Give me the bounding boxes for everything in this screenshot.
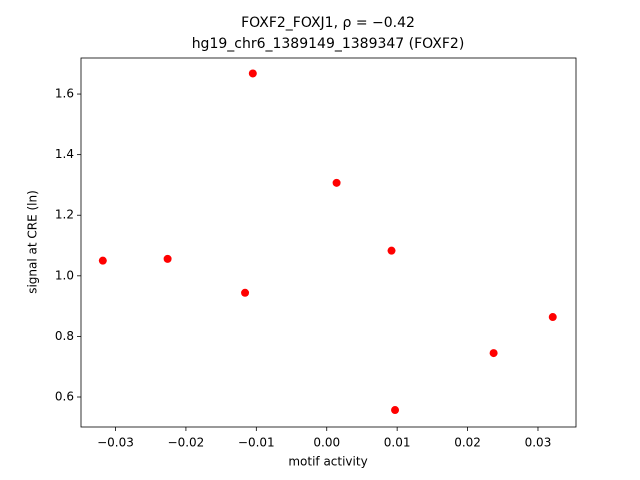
point [391,406,400,415]
chart-title: FOXF2_FOXJ1, ρ = −0.42 [241,15,415,31]
x-tick-label: −0.02 [168,436,205,450]
x-tick-label: −0.03 [97,436,134,450]
x-tick-label: 0.00 [313,436,340,450]
y-tick-label: 0.6 [55,390,74,404]
y-tick-label: 1.0 [55,268,74,282]
y-axis-label: signal at CRE (ln) [26,190,40,294]
y-tick-label: 1.6 [55,87,74,101]
plot-frame [80,57,577,428]
x-tick-label: −0.01 [238,436,275,450]
x-axis-label: motif activity [288,455,367,469]
point [241,288,250,297]
point [163,254,172,263]
point [548,313,557,322]
point [98,256,107,265]
point [489,349,498,358]
chart-subtitle: hg19_chr6_1389149_1389347 (FOXF2) [192,36,465,52]
x-tick-label: 0.02 [454,436,481,450]
point [248,69,257,78]
y-tick-label: 1.4 [55,147,74,161]
x-tick-label: 0.01 [384,436,411,450]
y-tick-label: 0.8 [55,329,74,343]
point [332,178,341,187]
y-tick-label: 1.2 [55,208,74,222]
x-tick-label: 0.03 [525,436,552,450]
point [387,246,396,255]
